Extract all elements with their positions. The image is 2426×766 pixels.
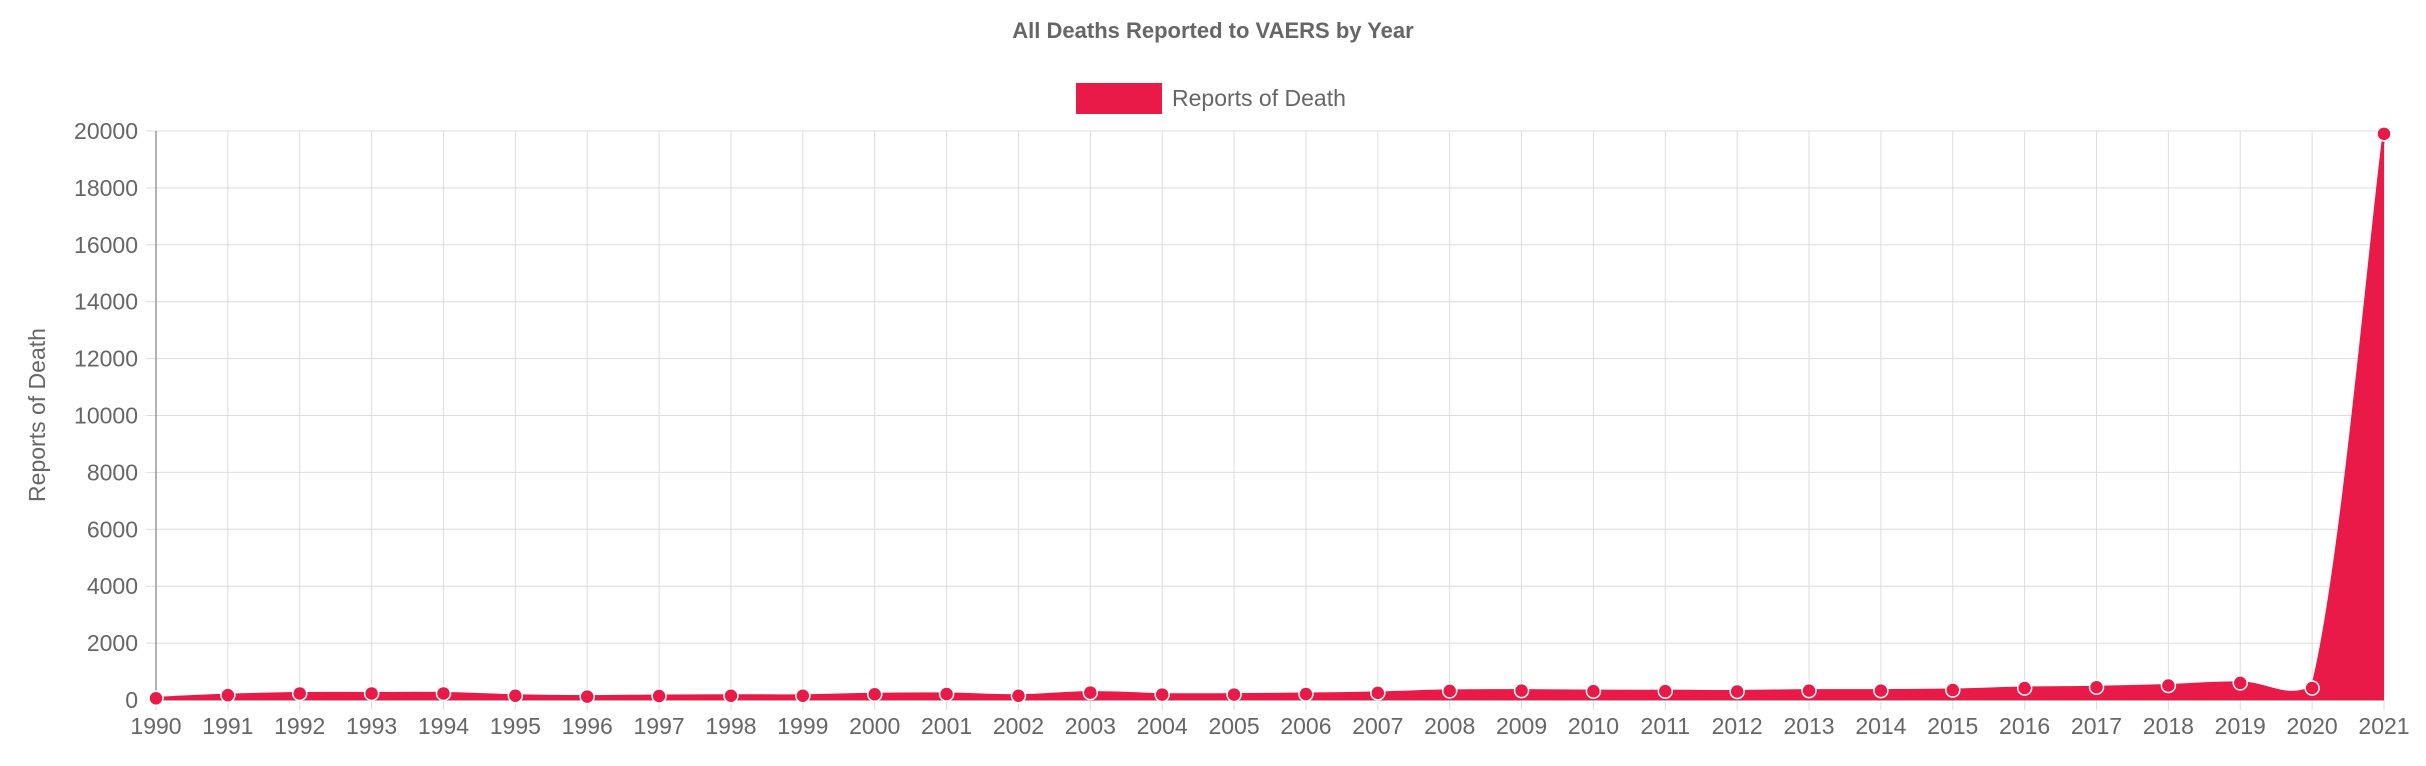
x-tick-label: 2007: [1352, 713, 1403, 739]
data-point: [651, 688, 667, 704]
data-point: [363, 685, 380, 702]
x-tick-label: 2010: [1568, 713, 1619, 739]
area-layer: [155, 133, 2386, 701]
data-point: [1801, 682, 1817, 699]
y-tick-label: 12000: [74, 346, 138, 372]
data-point: [1370, 685, 1386, 701]
x-tick-label: 1995: [490, 713, 541, 739]
x-tick-label: 2020: [2287, 713, 2338, 739]
y-axis-ticks: 0 2000 4000 6000 8000 10000 12000 14000 16000 180…: [74, 118, 138, 713]
data-point: [1585, 683, 1602, 699]
y-tick-label: 18000: [74, 175, 138, 201]
data-point: [1513, 682, 1530, 699]
y-tick-label: 14000: [74, 289, 138, 315]
data-point: [795, 687, 811, 704]
x-tick-label: 2018: [2143, 713, 2194, 739]
x-tick-label: 1991: [202, 713, 253, 739]
data-point: [507, 687, 524, 704]
data-point: [938, 686, 955, 702]
y-tick-label: 10000: [74, 403, 138, 429]
data-point: [1873, 682, 1889, 699]
y-tick-label: 16000: [74, 232, 138, 258]
x-tick-label: 1999: [777, 713, 828, 739]
x-tick-label: 2005: [1208, 713, 1259, 739]
data-point: [866, 686, 883, 703]
data-point: [2016, 680, 2033, 696]
x-tick-label: 1994: [418, 713, 469, 739]
x-tick-label: 2009: [1496, 713, 1547, 739]
y-tick-label: 8000: [87, 459, 138, 485]
x-tick-label: 2013: [1783, 713, 1834, 739]
data-point: [2088, 679, 2105, 695]
y-axis-title: Reports of Death: [24, 328, 50, 502]
x-axis-ticks: 1990 1991 1992 1993 1994 1995 1996 1997 1998 1999…: [130, 713, 2409, 739]
x-tick-label: 2006: [1280, 713, 1331, 739]
x-tick-label: 2015: [1927, 713, 1978, 739]
chart-title: All Deaths Reported to VAERS by Year: [1012, 18, 1414, 43]
x-tick-label: 1992: [274, 713, 325, 739]
y-tick-label: 6000: [87, 516, 138, 542]
x-tick-label: 2016: [1999, 713, 2050, 739]
legend-swatch: [1076, 83, 1162, 114]
y-tick-label: 20000: [74, 118, 138, 144]
data-point: [723, 687, 739, 704]
points-layer: [148, 126, 2392, 707]
x-tick-label: 2008: [1424, 713, 1475, 739]
data-point: [1945, 682, 1961, 698]
data-point: [2304, 680, 2320, 696]
x-tick-label: 2017: [2071, 713, 2122, 739]
data-point: [1082, 684, 1099, 701]
x-tick-label: 1997: [634, 713, 685, 739]
data-point: [1154, 686, 1170, 703]
data-point: [2376, 126, 2392, 142]
x-tick-label: 2012: [1712, 713, 1763, 739]
x-tick-label: 2003: [1065, 713, 1116, 739]
x-tick-label: 2021: [2358, 713, 2409, 739]
data-point: [1729, 683, 1745, 700]
x-tick-label: 2001: [921, 713, 972, 739]
legend-label: Reports of Death: [1172, 85, 1346, 111]
y-tick-label: 4000: [87, 573, 138, 599]
grid: [146, 130, 2385, 710]
series-area-fill: [156, 133, 2384, 701]
x-tick-label: 2002: [993, 713, 1044, 739]
y-tick-label: 2000: [87, 630, 138, 656]
x-tick-label: 1990: [130, 713, 181, 739]
x-tick-label: 2019: [2215, 713, 2266, 739]
data-point: [1657, 683, 1674, 699]
y-tick-label: 0: [125, 687, 138, 713]
x-tick-label: 1998: [705, 713, 756, 739]
x-tick-label: 2000: [849, 713, 900, 739]
legend[interactable]: Reports of Death: [1076, 83, 1346, 114]
data-point: [579, 688, 595, 705]
data-point: [435, 685, 452, 702]
data-point: [291, 685, 308, 702]
data-point: [2232, 675, 2249, 691]
x-tick-label: 1993: [346, 713, 397, 739]
data-point: [2160, 677, 2177, 694]
x-tick-label: 2011: [1641, 713, 1690, 739]
data-point: [1226, 686, 1242, 703]
data-point: [1441, 683, 1458, 699]
x-tick-label: 1996: [562, 713, 613, 739]
series-line: [155, 133, 2386, 700]
x-tick-label: 2004: [1137, 713, 1188, 739]
x-tick-label: 2014: [1855, 713, 1906, 739]
data-point: [1298, 686, 1314, 702]
data-point: [220, 687, 236, 703]
data-point: [1010, 687, 1027, 704]
data-point: [148, 690, 164, 707]
